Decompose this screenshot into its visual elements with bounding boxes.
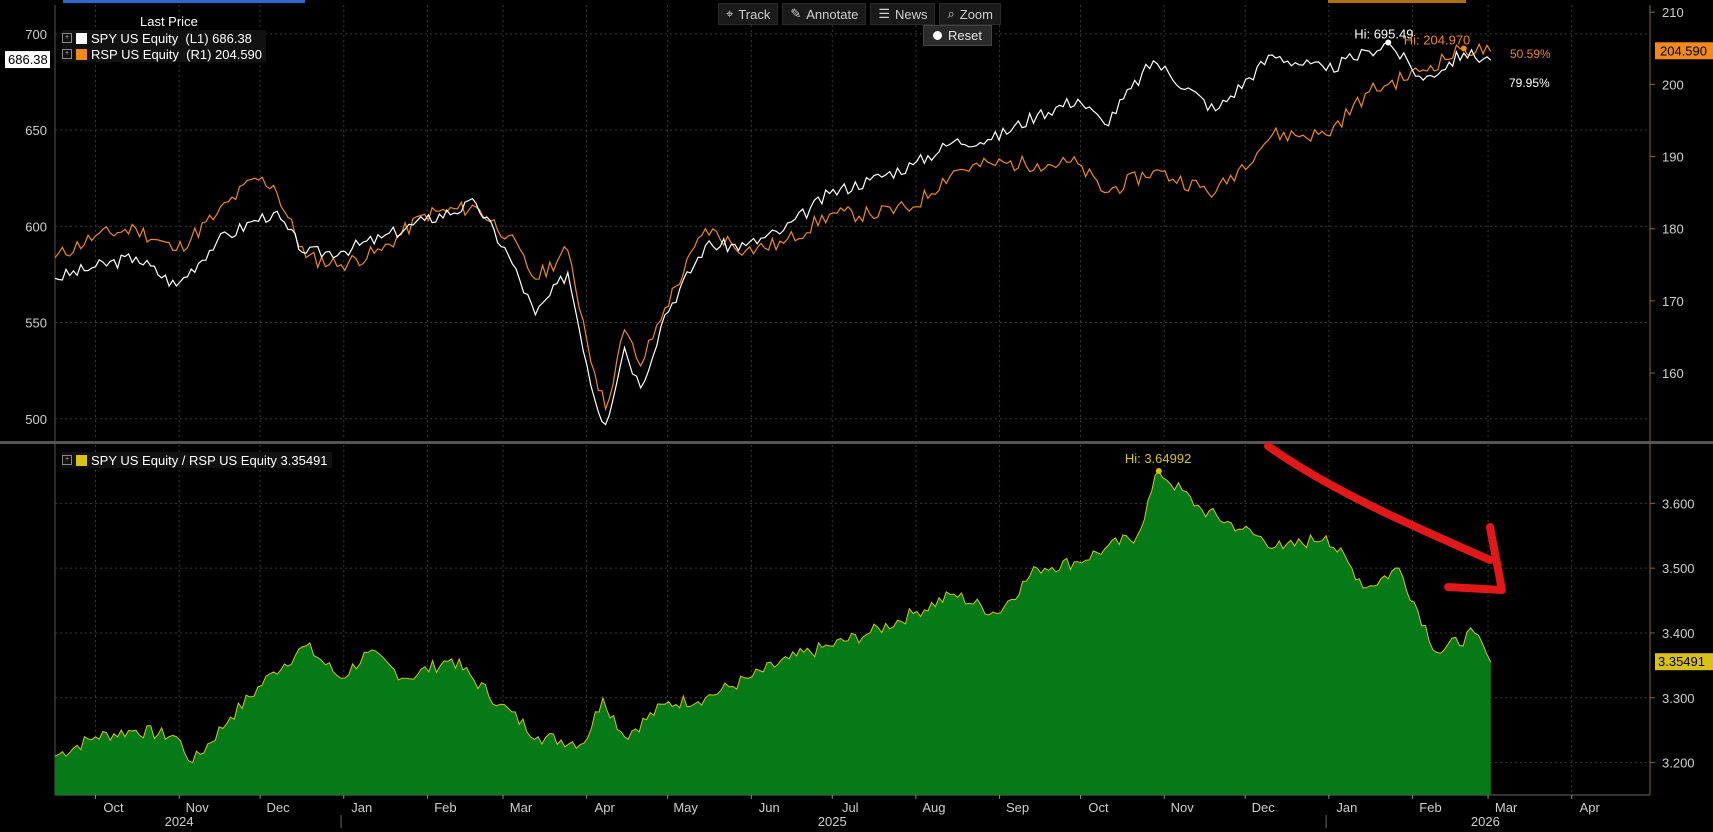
y-left-tick-label: 700 <box>25 27 47 42</box>
rsp-hi-label: Hi: 204.970 <box>1404 33 1471 48</box>
spy-hi-label: Hi: 695.49 <box>1354 27 1413 42</box>
ratio-tick-label: 3.300 <box>1662 691 1695 706</box>
ratio-area <box>55 471 1491 795</box>
x-month-label: Oct <box>103 800 124 815</box>
annotation-arrow-head <box>1444 523 1506 594</box>
x-month-label: Sep <box>1006 800 1029 815</box>
x-year-label: 2025 <box>818 814 847 829</box>
ratio-tick-label: 3.600 <box>1662 496 1695 511</box>
x-month-label: Dec <box>267 800 291 815</box>
rsp-swatch <box>76 48 87 60</box>
ratio-tick-label: 3.200 <box>1662 756 1695 771</box>
track-button[interactable]: ⌖ Track <box>718 3 779 25</box>
x-month-label: Feb <box>434 800 456 815</box>
ratio-hi-marker <box>1155 467 1162 474</box>
annotation-arrow-shaft <box>1264 442 1494 564</box>
x-year-label: 2024 <box>165 814 194 829</box>
annotate-button[interactable]: ✎ Annotate <box>782 3 867 25</box>
top-legend: Last Price + SPY US Equity (L1) 686.38 +… <box>62 14 267 62</box>
spy-hi-marker <box>1385 39 1392 46</box>
chart-toolbar: ⌖ Track ✎ Annotate ☰ News ⌕ Zoom <box>718 3 1001 25</box>
spy-swatch <box>76 32 87 44</box>
magnifier-icon: ⌕ <box>947 6 955 21</box>
x-month-label: Apr <box>595 800 616 815</box>
reset-button[interactable]: Reset <box>923 25 992 46</box>
pencil-icon: ✎ <box>790 6 802 21</box>
legend-item-spy[interactable]: + SPY US Equity (L1) 686.38 <box>62 30 267 46</box>
legend-rsp-label: RSP US Equity (R1) 204.590 <box>91 46 263 62</box>
rsp-last-tag-bg <box>1655 42 1713 60</box>
ratio-last-tag: 3.35491 <box>1658 654 1705 669</box>
ratio-swatch <box>76 454 87 466</box>
x-month-label: Oct <box>1088 800 1109 815</box>
bottom-legend: + SPY US Equity / RSP US Equity 3.35491 <box>62 452 332 468</box>
rsp-hi-marker <box>1460 45 1467 52</box>
news-button[interactable]: ☰ News <box>870 3 936 25</box>
y-right-tick-label: 200 <box>1662 77 1684 92</box>
y-right-tick-label: 210 <box>1662 5 1684 20</box>
expand-icon[interactable]: + <box>62 455 72 465</box>
x-month-label: Feb <box>1419 800 1441 815</box>
legend-item-ratio[interactable]: + SPY US Equity / RSP US Equity 3.35491 <box>62 452 332 468</box>
rsp-pct-label: 50.59% <box>1510 47 1551 61</box>
y-right-tick-label: 180 <box>1662 222 1684 237</box>
ratio-last-tag-bg <box>1655 653 1713 671</box>
ratio-tick-label: 3.400 <box>1662 626 1695 641</box>
expand-icon[interactable]: + <box>62 49 72 59</box>
x-month-label: Jun <box>759 800 780 815</box>
news-icon: ☰ <box>878 6 890 21</box>
x-month-label: Jan <box>1336 800 1357 815</box>
expand-icon[interactable]: + <box>62 33 72 43</box>
y-left-tick-label: 600 <box>25 219 47 234</box>
y-right-tick-label: 160 <box>1662 366 1684 381</box>
radio-dot-icon <box>933 31 942 40</box>
ratio-tick-label: 3.500 <box>1662 561 1695 576</box>
zoom-button[interactable]: ⌕ Zoom <box>939 3 1001 25</box>
legend-spy-label: SPY US Equity (L1) 686.38 <box>91 30 252 46</box>
x-month-label: May <box>673 800 698 815</box>
x-year-label: 2026 <box>1471 814 1500 829</box>
rsp-line <box>54 42 1492 412</box>
x-month-label: Mar <box>1495 800 1518 815</box>
x-month-label: Aug <box>922 800 945 815</box>
spy-last-tag: 686.38 <box>8 52 48 67</box>
y-right-tick-label: 170 <box>1662 294 1684 309</box>
y-left-tick-label: 650 <box>25 123 47 138</box>
y-right-tick-label: 190 <box>1662 150 1684 165</box>
x-month-label: Dec <box>1252 800 1276 815</box>
x-month-label: Nov <box>1171 800 1195 815</box>
legend-header: Last Price <box>140 14 198 29</box>
x-month-label: Apr <box>1580 800 1601 815</box>
rsp-last-tag: 204.590 <box>1660 43 1707 58</box>
top-accent-strip-2 <box>1328 0 1466 3</box>
y-left-tick-label: 500 <box>25 412 47 427</box>
ratio-hi-label: Hi: 3.64992 <box>1125 451 1192 466</box>
x-month-label: Jan <box>351 800 372 815</box>
spy-line <box>54 41 1492 426</box>
spy-pct-label: 79.95% <box>1509 76 1550 90</box>
y-left-tick-label: 550 <box>25 316 47 331</box>
top-accent-strip-1 <box>63 0 305 3</box>
crosshair-icon: ⌖ <box>726 6 734 21</box>
legend-ratio-label: SPY US Equity / RSP US Equity 3.35491 <box>91 452 328 468</box>
spy-last-tag-bg <box>5 51 50 69</box>
legend-item-rsp[interactable]: + RSP US Equity (R1) 204.590 <box>62 46 267 62</box>
x-month-label: Jul <box>842 800 859 815</box>
ratio-line <box>54 470 1492 764</box>
x-month-label: Nov <box>186 800 210 815</box>
x-month-label: Mar <box>510 800 533 815</box>
